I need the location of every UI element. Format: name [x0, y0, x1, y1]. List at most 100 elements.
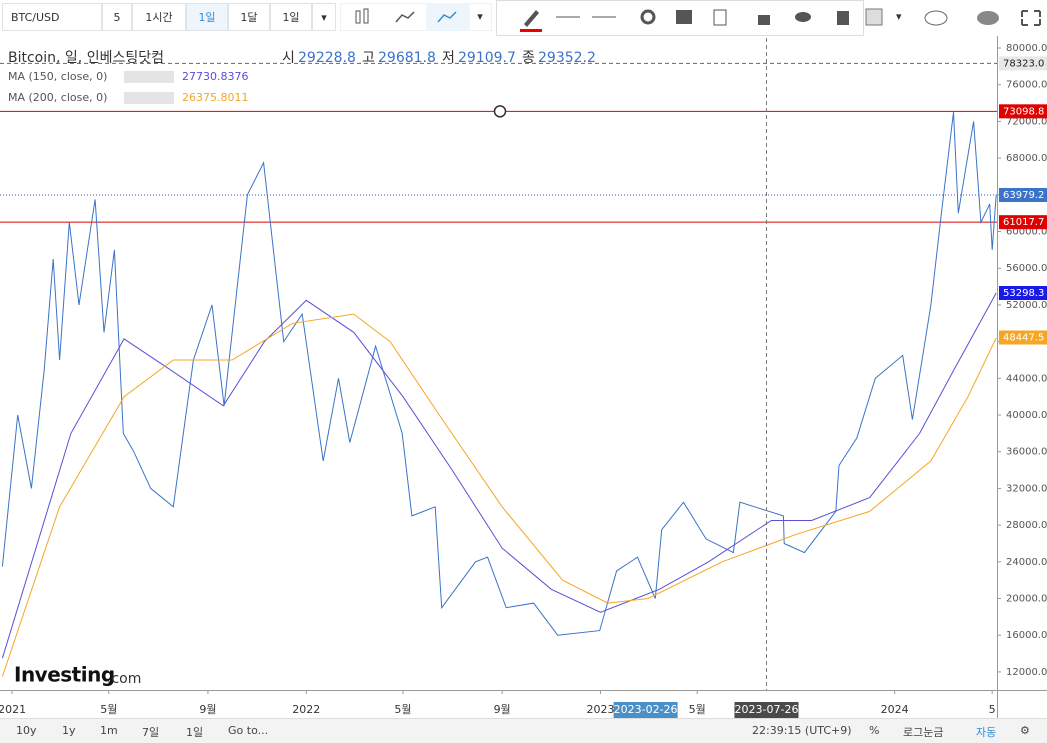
range-button[interactable]: 10y: [16, 724, 37, 737]
cloud-up-icon: [977, 11, 999, 25]
interval-button[interactable]: 1일: [270, 3, 312, 31]
toolbar: BTC/USD 5 1시간 1일 1달 1일 ▾ ▾ ▾: [0, 0, 1047, 37]
range-button[interactable]: 1y: [62, 724, 76, 737]
logo: Investing .com: [14, 663, 141, 688]
price-tag-label: 63979.2: [1003, 190, 1044, 201]
price-tag: [999, 56, 1047, 71]
dropdown-button[interactable]: ▾: [312, 3, 336, 31]
chart-bg: [0, 36, 1047, 718]
crosshair-tag: [734, 702, 799, 718]
range-button[interactable]: 1m: [100, 724, 118, 737]
interval-button[interactable]: 1시간: [132, 3, 186, 31]
x-tick-label: 9월: [494, 703, 511, 716]
series-line: [1, 112, 997, 636]
chart: 12000.0 16000.0 20000.0 24000.0 28000.0 32000…: [0, 36, 1047, 718]
bottom-bar: 10y 1y 1m 7일 1일 Go to... 22:39:15 (UTC+9…: [0, 718, 1047, 743]
y-tick-label: 56000.0: [1006, 263, 1047, 274]
eye-icon: [795, 12, 811, 22]
drawing-tools[interactable]: [496, 0, 864, 36]
range-button[interactable]: 1일: [186, 726, 204, 739]
chart-title: Bitcoin, 일, 인베스팅닷컴: [8, 50, 164, 66]
series-line: [1, 313, 997, 677]
price-tag: [999, 187, 1047, 202]
interval-button[interactable]: 1달: [228, 3, 270, 31]
y-tick-label: 16000.0: [1006, 630, 1047, 641]
range-button[interactable]: 7일: [142, 726, 160, 739]
y-tick-label: 28000.0: [1006, 520, 1047, 531]
price-tag-label: 53298.3: [1003, 288, 1044, 299]
price-tag-label: 48447.5: [1003, 333, 1044, 344]
candle-icon: [363, 8, 369, 24]
y-tick-label: 80000.0: [1006, 43, 1047, 54]
y-tick-label: 36000.0: [1006, 447, 1047, 458]
fullscreen-icon: [1021, 10, 1041, 26]
interval-button[interactable]: 1일: [186, 3, 228, 31]
legend-name: MA (150, close, 0): [8, 70, 107, 83]
price-tag: [999, 285, 1047, 300]
ohlc-value: 29352.2: [538, 50, 596, 66]
legend-icons: [124, 92, 174, 104]
date-label: 2023-02-26: [614, 703, 678, 716]
goto-button[interactable]: Go to...: [228, 724, 269, 737]
crosshair-label: 2023-07-26: [735, 703, 799, 716]
y-tick-label: 24000.0: [1006, 557, 1047, 568]
x-tick-label: 2023: [586, 703, 614, 716]
price-tag-label: 61017.7: [1003, 217, 1044, 228]
axis-layer: 12000.0 16000.0 20000.0 24000.0 28000.0 32000…: [0, 43, 1047, 718]
price-tag: [999, 215, 1047, 230]
cloud-down-icon: [924, 10, 948, 26]
price-tag: [999, 330, 1047, 345]
ohlc-value: 29228.8: [298, 50, 356, 66]
ohlc-label: 시: [282, 50, 295, 66]
ohlc-label: 고: [362, 50, 375, 66]
candle-icon: [355, 10, 361, 24]
legend-name: MA (200, close, 0): [8, 91, 107, 104]
y-tick-label: 52000.0: [1006, 300, 1047, 311]
y-tick-label: 44000.0: [1006, 373, 1047, 384]
legend-icons: [124, 71, 174, 83]
price-tag: [999, 104, 1047, 119]
date-tag: [613, 702, 678, 718]
x-tick-label: 9월: [199, 703, 216, 716]
line-icon: [437, 11, 457, 23]
color-box: [865, 8, 883, 26]
y-tick-label: 76000.0: [1006, 80, 1047, 91]
area-icon: [395, 11, 415, 23]
interval-button[interactable]: 5: [102, 3, 132, 31]
clock: 22:39:15 (UTC+9): [752, 724, 852, 737]
y-tick-label: 68000.0: [1006, 153, 1047, 164]
price-tag-label: 78323.0: [1003, 58, 1044, 69]
percent-button[interactable]: %: [869, 724, 880, 737]
dropdown-arrow: ▾: [477, 10, 483, 23]
dropdown-arrow: ▾: [896, 10, 902, 23]
y-tick-label: 60000.0: [1006, 227, 1047, 238]
y-tick-label: 32000.0: [1006, 483, 1047, 494]
x-tick-label: 5월: [689, 703, 706, 716]
ohlc-label: 종: [522, 50, 535, 66]
ohlc-label: 저: [442, 50, 455, 66]
lock-icon: [758, 15, 770, 25]
x-tick-label: 5: [989, 703, 996, 716]
pencil-icon: [524, 10, 539, 27]
chart-style-buttons[interactable]: ▾: [340, 3, 492, 31]
ohlc-value: 29681.8: [378, 50, 436, 66]
logo-suffix: .com: [107, 671, 141, 687]
y-tick-label: 20000.0: [1006, 594, 1047, 605]
y-tick-label: 12000.0: [1006, 667, 1047, 678]
settings-icon: [640, 9, 656, 25]
x-tick-label: 2021: [0, 703, 26, 716]
log-button[interactable]: 로그눈금: [903, 726, 944, 739]
auto-button[interactable]: 자동: [976, 726, 997, 739]
right-tools[interactable]: ▾: [862, 3, 1047, 31]
y-tick-label: 40000.0: [1006, 410, 1047, 421]
symbol-input[interactable]: BTC/USD: [2, 3, 102, 31]
legend-value: 27730.8376: [182, 70, 248, 83]
series-line: [1, 292, 997, 659]
color-bar: [520, 29, 542, 32]
settings-button[interactable]: ⚙: [1020, 724, 1030, 737]
plot-layer: [1, 38, 997, 690]
x-tick-label: 5월: [394, 703, 411, 716]
legend: Bitcoin, 일, 인베스팅닷컴 시 29228.8 고 29681.8 저 2910…: [8, 50, 596, 104]
